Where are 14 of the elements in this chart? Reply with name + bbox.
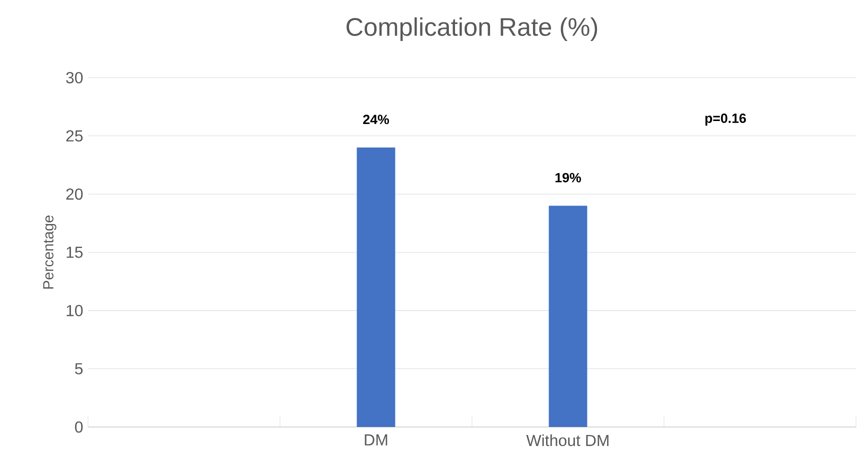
- chart-title: Complication Rate (%): [346, 17, 598, 41]
- x-tick-label: Without DM: [526, 434, 608, 446]
- y-tick-label: 5: [75, 363, 83, 374]
- y-tick-label: 10: [66, 304, 83, 316]
- y-tick-label: 25: [66, 130, 83, 142]
- x-tick-label: DM: [364, 434, 388, 446]
- y-tick-label: 0: [75, 421, 83, 433]
- y-tick-label: 30: [66, 72, 83, 84]
- data-label: 19%: [555, 172, 581, 182]
- y-axis-title: Percentage: [43, 215, 56, 289]
- y-tick-label: 20: [66, 188, 83, 200]
- data-label: 24%: [363, 114, 389, 124]
- y-tick-label: 15: [66, 246, 83, 258]
- annotation: p=0.16: [705, 114, 746, 126]
